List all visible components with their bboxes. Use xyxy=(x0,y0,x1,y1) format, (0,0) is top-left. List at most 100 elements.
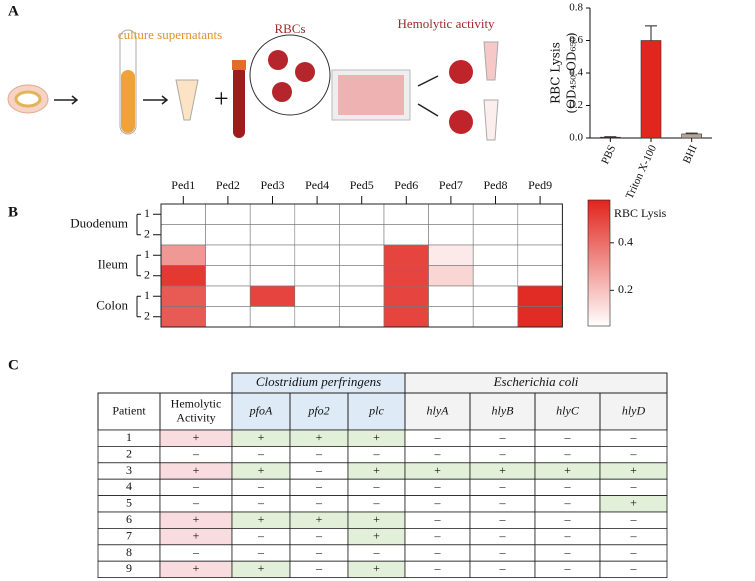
table-cell-text: – xyxy=(257,545,265,559)
y-tick-label: 0.0 xyxy=(569,132,583,144)
workflow-diagram: + culture supernatants RBCs Hemolytic ac… xyxy=(7,16,499,141)
group-label: Duodenum xyxy=(70,215,128,230)
column-label: Ped1 xyxy=(171,178,195,192)
heatmap-cell xyxy=(472,306,519,328)
table-cell-text: – xyxy=(434,512,442,526)
table-cell-text: – xyxy=(192,545,200,559)
heatmap-cell xyxy=(517,203,563,225)
heatmap-cell xyxy=(205,203,251,225)
table-cell-text: – xyxy=(564,446,572,460)
heatmap-cell xyxy=(205,244,251,266)
table-cell-text: – xyxy=(434,545,442,559)
plus: + xyxy=(214,84,229,113)
table-cell-text: – xyxy=(315,463,323,477)
table-cell-text: + xyxy=(316,512,323,526)
y-axis-label: (OD₄₅₀-OD₆₅₀) xyxy=(565,32,579,113)
column-label: Ped7 xyxy=(439,178,463,192)
heatmap-cell xyxy=(160,285,206,307)
heatmap-cell xyxy=(383,265,429,287)
table-cell-text: – xyxy=(373,446,381,460)
table-cell-text: – xyxy=(434,496,442,510)
table-cell-text: + xyxy=(193,512,200,526)
table-cell-text: + xyxy=(434,463,441,477)
table-cell-text: – xyxy=(499,430,507,444)
heatmap-cell xyxy=(383,203,429,225)
heatmap-cell xyxy=(249,244,296,266)
table-cell-text: – xyxy=(630,528,638,542)
table-cell-text: – xyxy=(564,512,572,526)
table-cell-text: – xyxy=(499,496,507,510)
table-cell-text: + xyxy=(193,561,200,575)
table-cell xyxy=(599,560,668,579)
table-cell-text: – xyxy=(630,446,638,460)
column-label: Ped5 xyxy=(350,178,374,192)
heatmap-cell xyxy=(428,306,474,328)
heatmap-cell xyxy=(428,244,474,266)
table-cell-text: – xyxy=(315,479,323,493)
y-axis-label: RBC Lysis xyxy=(549,42,563,104)
table-cell-text: – xyxy=(564,561,572,575)
table-cell-text: – xyxy=(630,512,638,526)
bar xyxy=(640,40,662,139)
heatmap-cell xyxy=(294,306,340,328)
x-tick-label: PBS xyxy=(599,143,618,166)
y-tick-label: 0.6 xyxy=(569,34,583,46)
column-header xyxy=(599,392,668,431)
table-cell-text: – xyxy=(434,528,442,542)
table-cell-text: – xyxy=(257,528,265,542)
heatmap-cell xyxy=(383,285,429,307)
table-cell-text: + xyxy=(373,463,380,477)
heatmap-cell xyxy=(517,306,563,328)
heatmap-border xyxy=(160,203,563,328)
table-cell-text: + xyxy=(373,528,380,542)
heatmap-cell xyxy=(339,244,385,266)
row-label: 1 xyxy=(144,206,150,220)
table-cell-text: + xyxy=(193,463,200,477)
table-cell-text: – xyxy=(434,479,442,493)
column-header-label: hlyB xyxy=(492,403,515,417)
table-cell-text: – xyxy=(373,479,381,493)
table-cell-text: – xyxy=(564,545,572,559)
table-cell-text: + xyxy=(373,430,380,444)
x-tick-label: Triton X-100 xyxy=(624,143,660,201)
heatmap-cell xyxy=(428,265,474,287)
heatmap-cell xyxy=(383,306,429,328)
heatmap-cell xyxy=(160,224,206,246)
table-cell-text: – xyxy=(499,528,507,542)
bar xyxy=(600,136,621,139)
column-header xyxy=(231,392,291,431)
table-cell-text: – xyxy=(499,479,507,493)
panel-label: A xyxy=(8,3,19,19)
table-cell-text: + xyxy=(316,430,323,444)
heatmap-cell xyxy=(294,285,340,307)
column-header xyxy=(97,392,161,431)
table-cell-text: + xyxy=(258,463,265,477)
table-cell-text: 3 xyxy=(126,463,132,477)
heatmap-cell xyxy=(205,285,251,307)
heatmap-cell xyxy=(294,203,340,225)
table-cell-text: 2 xyxy=(126,446,132,460)
column-header xyxy=(534,392,601,431)
column-header-label: pfo2 xyxy=(307,403,329,417)
heatmap-cell xyxy=(339,203,385,225)
table-cell-text: 4 xyxy=(126,479,132,493)
heatmap-cell xyxy=(160,265,206,287)
row-label: 1 xyxy=(144,288,150,302)
group-label: Ileum xyxy=(98,256,128,271)
column-label: Ped3 xyxy=(261,178,285,192)
table-cell-text: – xyxy=(499,512,507,526)
table-cell-text: – xyxy=(315,528,323,542)
heatmap-cell xyxy=(428,285,474,307)
group-header-label: Escherichia coli xyxy=(493,374,579,389)
table-cell-text: – xyxy=(315,561,323,575)
table-cell-text: – xyxy=(630,545,638,559)
panel-label: C xyxy=(8,357,19,373)
table-cell-text: + xyxy=(193,430,200,444)
column-label: Ped8 xyxy=(484,178,508,192)
table-cell-text: 9 xyxy=(126,561,132,575)
table-cell-text: – xyxy=(192,479,200,493)
colorbar-title: RBC Lysis xyxy=(614,206,667,220)
heatmap-cell xyxy=(428,203,474,225)
heatmap-cell xyxy=(294,224,340,246)
table-cell-text: – xyxy=(373,545,381,559)
